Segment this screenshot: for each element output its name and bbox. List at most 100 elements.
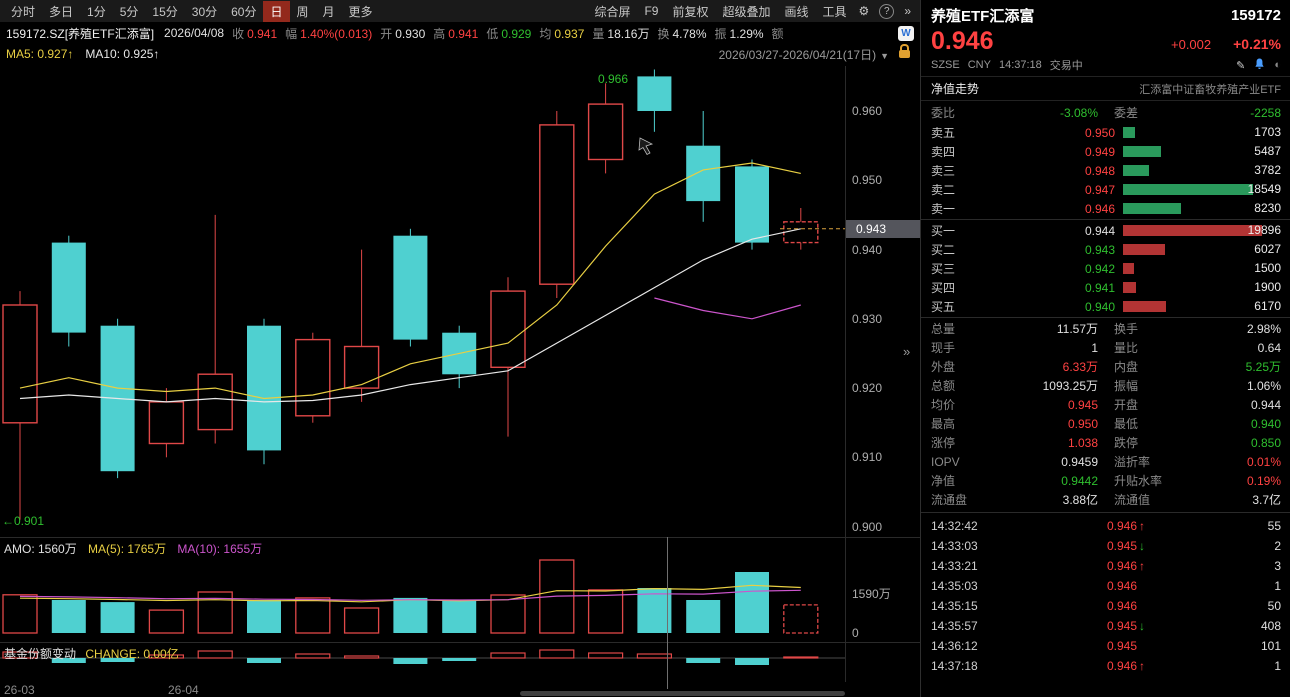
stat-value: 0.64 [1257, 340, 1281, 355]
fund-code: 159172 [1230, 7, 1281, 24]
period-button-7[interactable]: 日 [263, 0, 290, 22]
cursor-arrow-icon [638, 137, 654, 156]
quote-time: 14:37:18 [998, 59, 1042, 71]
symbol-label[interactable]: 159172.SZ[养殖ETF汇添富] [6, 26, 155, 41]
chevron-right-icon[interactable]: » [904, 4, 911, 18]
quote-meta: SZSE CNY 14:37:18 交易中 ✎ ◐ [921, 56, 1290, 76]
candle-body-down [735, 166, 769, 243]
share-bar-down [247, 658, 281, 663]
period-button-8[interactable]: 周 [296, 4, 309, 19]
nav-line [654, 297, 801, 320]
price-axis-label: 0.910 [852, 450, 883, 464]
stat-label: 升贴水率 [1114, 474, 1163, 488]
period-button-4[interactable]: 15分 [152, 4, 178, 19]
chart-area[interactable]: 0.960 0.950 0.940 0.930 0.920 0.910 0.900 0.943… [0, 64, 920, 697]
tool-button-3[interactable]: 超级叠加 [722, 4, 771, 19]
fund-tab-row: 净值走势 汇添富中证畜牧养殖产业ETF [921, 76, 1290, 101]
bid-row[interactable]: 买一 0.944 19896 [921, 221, 1290, 240]
stat-value: 0.944 [1250, 397, 1281, 412]
bid-row[interactable]: 买五 0.940 6170 [921, 297, 1290, 316]
period-button-9[interactable]: 月 [322, 4, 335, 19]
price-change: +0.002 [1171, 37, 1212, 52]
period-button-3[interactable]: 5分 [119, 4, 139, 19]
stat-row: 流通盘 3.88亿 流通值 3.7亿 [921, 490, 1290, 509]
bid-qty: 1900 [1254, 280, 1281, 294]
field-label-0: 收 [232, 26, 245, 41]
stat-label: 外盘 [931, 360, 956, 374]
period-button-2[interactable]: 1分 [87, 4, 106, 19]
stat-label: 振幅 [1114, 379, 1139, 393]
bid-row[interactable]: 买二 0.943 6027 [921, 240, 1290, 259]
tick-row: 14:37:18 0.946 ↑ 1 [921, 656, 1290, 676]
tool-button-5[interactable]: 工具 [822, 4, 847, 19]
share-change-header: 基金份额变动 CHANGE: 0.00亿 [4, 645, 179, 662]
price-change-pct: +0.21% [1233, 36, 1281, 52]
tick-price: 0.946 [1106, 519, 1137, 533]
period-button-10[interactable]: 更多 [348, 4, 373, 19]
bell-icon[interactable] [1254, 58, 1265, 73]
field-label-8: 振 [714, 26, 727, 41]
order-book-divider [921, 219, 1290, 220]
edit-icon[interactable]: ✎ [1236, 59, 1246, 72]
high-annotation: 0.966 [598, 72, 629, 86]
volume-header: AMO: 1560万 MA(5): 1765万 MA(10): 1655万 [4, 540, 262, 557]
share-bar-down [393, 658, 428, 664]
candle-body-up [343, 345, 380, 389]
tool-button-4[interactable]: 画线 [784, 4, 809, 19]
period-button-1[interactable]: 多日 [49, 4, 74, 19]
period-toolbar: 分时 多日 1分 5分 15分 30分 60分日周月更多 综合屏 F9 前复权 超级叠加 画线 工具 ⚙… [0, 0, 920, 22]
date-range-label: 2026/03/27-2026/04/21(17日) [718, 47, 877, 62]
ask-row[interactable]: 卖三 0.948 3782 [921, 161, 1290, 180]
bid-depth-bar [1123, 282, 1136, 293]
tool-button-0[interactable]: 综合屏 [594, 4, 631, 19]
period-button-6[interactable]: 60分 [231, 4, 257, 19]
help-icon[interactable]: ? [879, 3, 895, 19]
stat-value: 0.19% [1246, 473, 1281, 488]
stat-label: 流通盘 [931, 493, 968, 507]
gear-icon[interactable]: ⚙ [858, 4, 870, 18]
bid-row[interactable]: 买四 0.941 1900 [921, 278, 1290, 297]
weicha-value: -2258 [1250, 105, 1281, 120]
ask-row[interactable]: 卖一 0.946 8230 [921, 199, 1290, 218]
tool-button-2[interactable]: 前复权 [672, 4, 709, 19]
stat-value: 2.98% [1246, 321, 1281, 336]
ask-row[interactable]: 卖五 0.950 1703 [921, 123, 1290, 142]
period-button-5[interactable]: 30分 [191, 4, 218, 19]
tab-nav-trend[interactable]: 净值走势 [931, 82, 980, 96]
field-value-6: 18.16万 [607, 26, 650, 41]
tool-button-1[interactable]: F9 [644, 4, 659, 18]
ma-bar: MA5: 0.927↑ MA10: 0.925↑ 2026/03/27-2026… [0, 44, 920, 64]
tick-direction-icon: ↓ [1139, 539, 1145, 553]
ask-row[interactable]: 卖二 0.947 18549 [921, 180, 1290, 199]
panel-collapse-icon[interactable]: » [903, 344, 911, 359]
price-axis-label: 0.940 [852, 243, 883, 257]
tick-price: 0.946 [1106, 579, 1137, 593]
bid-bar-area: 6027 [1123, 240, 1281, 259]
volume-chart[interactable] [0, 537, 845, 642]
bid-row[interactable]: 买三 0.942 1500 [921, 259, 1290, 278]
volume-bar-up [490, 594, 526, 634]
ask-qty: 3782 [1254, 163, 1281, 177]
theme-icon[interactable]: ◐ [1274, 59, 1281, 71]
lock-icon[interactable] [899, 44, 910, 58]
order-book: 卖五 0.950 1703 卖四 0.949 5487 卖三 0.948 3782 卖二 0.947… [921, 123, 1290, 318]
horizontal-scrollbar[interactable] [520, 691, 845, 696]
ask-label: 卖四 [931, 145, 956, 159]
stat-row: 现手 1 量比 0.64 [921, 338, 1290, 357]
date-range-selector[interactable]: 2026/03/27-2026/04/21(17日) ▼ [719, 46, 889, 63]
bid-bar-area: 1900 [1123, 278, 1281, 297]
chart-section: 分时 多日 1分 5分 15分 30分 60分日周月更多 综合屏 F9 前复权 超级叠加 画线 工具 ⚙… [0, 0, 920, 697]
candlestick-chart[interactable] [0, 66, 845, 537]
period-button-0[interactable]: 分时 [11, 4, 36, 19]
share-bar-down [51, 658, 86, 663]
wps-widget-icon[interactable]: W [898, 25, 914, 41]
share-change-chart[interactable] [0, 642, 845, 682]
stat-label: 内盘 [1114, 360, 1139, 374]
tick-qty: 3 [1274, 559, 1281, 573]
stat-label: 最高 [931, 417, 956, 431]
weibi-row: 委比 -3.08% 委差 -2258 [921, 101, 1290, 123]
ask-row[interactable]: 卖四 0.949 5487 [921, 142, 1290, 161]
candle-body-down [637, 76, 672, 111]
tick-price: 0.945 [1106, 539, 1137, 553]
tick-qty: 1 [1274, 659, 1281, 673]
